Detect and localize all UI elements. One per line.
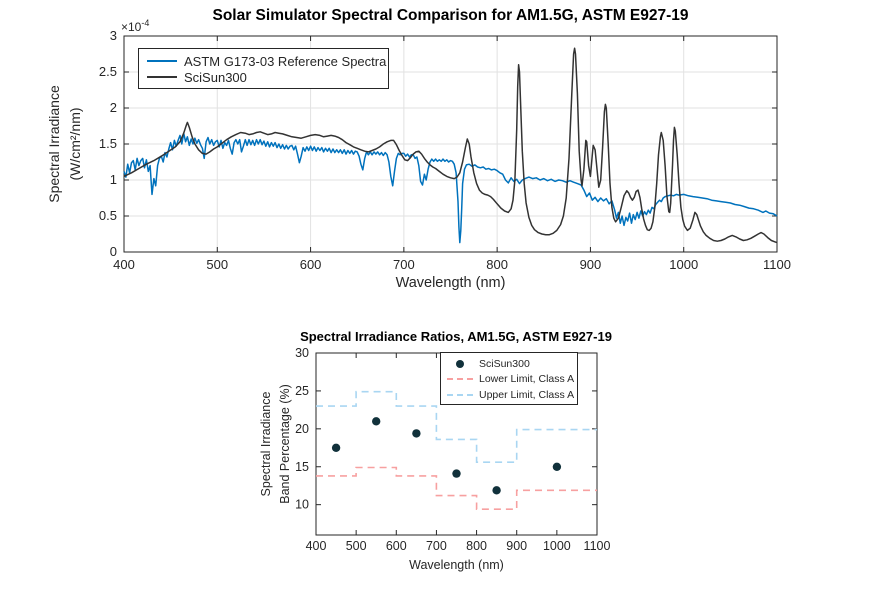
scatter-point-scisun300 xyxy=(552,462,562,471)
y-tick-label: 0.5 xyxy=(99,208,117,223)
bottom-x-axis-label: Wavelength (nm) xyxy=(409,558,504,572)
x-tick-label: 700 xyxy=(426,539,447,553)
scatter-point-scisun300 xyxy=(412,429,421,438)
upper-limit-dash-sample xyxy=(447,393,473,396)
y-tick-label: 15 xyxy=(295,460,309,474)
legend-label-lower-limit: Lower Limit, Class A xyxy=(479,373,575,386)
x-tick-label: 900 xyxy=(580,257,602,272)
scisun-dot-sample xyxy=(456,359,464,368)
y-tick-label: 10 xyxy=(295,498,309,512)
x-tick-label: 1000 xyxy=(669,257,698,272)
x-tick-label: 1100 xyxy=(584,539,611,553)
scatter-point-scisun300 xyxy=(372,417,381,426)
x-tick-label: 1000 xyxy=(543,539,571,553)
x-tick-label: 1100 xyxy=(763,257,791,272)
scatter-point-scisun300 xyxy=(452,469,461,478)
dot-sample-box xyxy=(447,359,473,368)
y-tick-label: 30 xyxy=(295,346,309,360)
y-tick-label: 0 xyxy=(110,244,117,259)
legend-label-upper-limit: Upper Limit, Class A xyxy=(479,388,575,401)
x-tick-label: 500 xyxy=(206,257,228,272)
series-step-lower-limit-class-a xyxy=(316,466,597,510)
legend-row-upper-limit: Upper Limit, Class A xyxy=(447,387,577,403)
x-tick-label: 700 xyxy=(393,257,415,272)
legend-row-scisun-dots: SciSun300 xyxy=(447,356,577,372)
reference-line-sample xyxy=(147,60,177,62)
x-tick-label: 600 xyxy=(300,257,322,272)
top-chart-legend: ASTM G173-03 Reference Spectra SciSun300 xyxy=(138,48,389,89)
y-tick-label: 2 xyxy=(110,100,117,115)
y-tick-label: 3 xyxy=(110,28,117,43)
top-y-axis-label-line2: (W/cm²/nm) xyxy=(67,107,83,181)
top-chart-plot-area: 400 500 600 700 800 900 1000 1100 0 0.5 1 1.5 2 2.5 3 xyxy=(99,28,791,272)
legend-label-scisun: SciSun300 xyxy=(184,69,247,85)
y-tick-label: 2.5 xyxy=(99,64,117,79)
y-tick-label: 25 xyxy=(295,384,309,398)
top-x-axis-label: Wavelength (nm) xyxy=(395,275,506,291)
scatter-point-scisun300 xyxy=(492,486,501,495)
x-tick-label: 800 xyxy=(486,257,508,272)
series-step-upper-limit-class-a xyxy=(316,390,597,463)
x-tick-label: 900 xyxy=(506,539,527,553)
legend-label-scisun-dots: SciSun300 xyxy=(479,357,530,370)
x-tick-label: 600 xyxy=(386,539,407,553)
bottom-y-axis-label-line2: Band Percentage (%) xyxy=(278,384,292,504)
legend-row-lower-limit: Lower Limit, Class A xyxy=(447,372,577,388)
scisun-line-sample xyxy=(147,76,177,78)
legend-row-reference: ASTM G173-03 Reference Spectra xyxy=(147,53,388,69)
x-tick-label: 500 xyxy=(346,539,367,553)
legend-label-reference: ASTM G173-03 Reference Spectra xyxy=(184,53,387,69)
series-line-astm-g173-03-reference-spectra xyxy=(123,132,778,244)
legend-row-scisun: SciSun300 xyxy=(147,69,388,85)
exponent-value: -4 xyxy=(141,18,150,28)
series-line-scisun300 xyxy=(123,47,778,244)
x-tick-label: 400 xyxy=(113,257,135,272)
bottom-y-axis-label-line1: Spectral Irradiance xyxy=(259,391,273,497)
bottom-chart-title: Spectral Irradiance Ratios, AM1.5G, ASTM… xyxy=(300,329,612,344)
top-chart-title: Solar Simulator Spectral Comparison for … xyxy=(212,7,689,24)
y-tick-label: 20 xyxy=(295,422,309,436)
lower-limit-dash-sample xyxy=(447,378,473,381)
bottom-chart-plot-area: 400 500 600 700 800 900 1000 1100 10 15 20 25 30 xyxy=(295,346,610,553)
scatter-point-scisun300 xyxy=(331,443,341,452)
x-tick-label: 800 xyxy=(466,539,487,553)
y-axis-exponent-label: ×10-4 xyxy=(121,18,149,34)
y-tick-label: 1.5 xyxy=(99,136,117,151)
top-y-axis-label-line1: Spectral Irradiance xyxy=(46,85,62,203)
exponent-prefix: ×10 xyxy=(121,20,142,34)
x-tick-label: 400 xyxy=(306,539,327,553)
bottom-chart-legend: SciSun300 Lower Limit, Class A Upper Lim… xyxy=(440,352,578,405)
y-tick-label: 1 xyxy=(110,172,117,187)
